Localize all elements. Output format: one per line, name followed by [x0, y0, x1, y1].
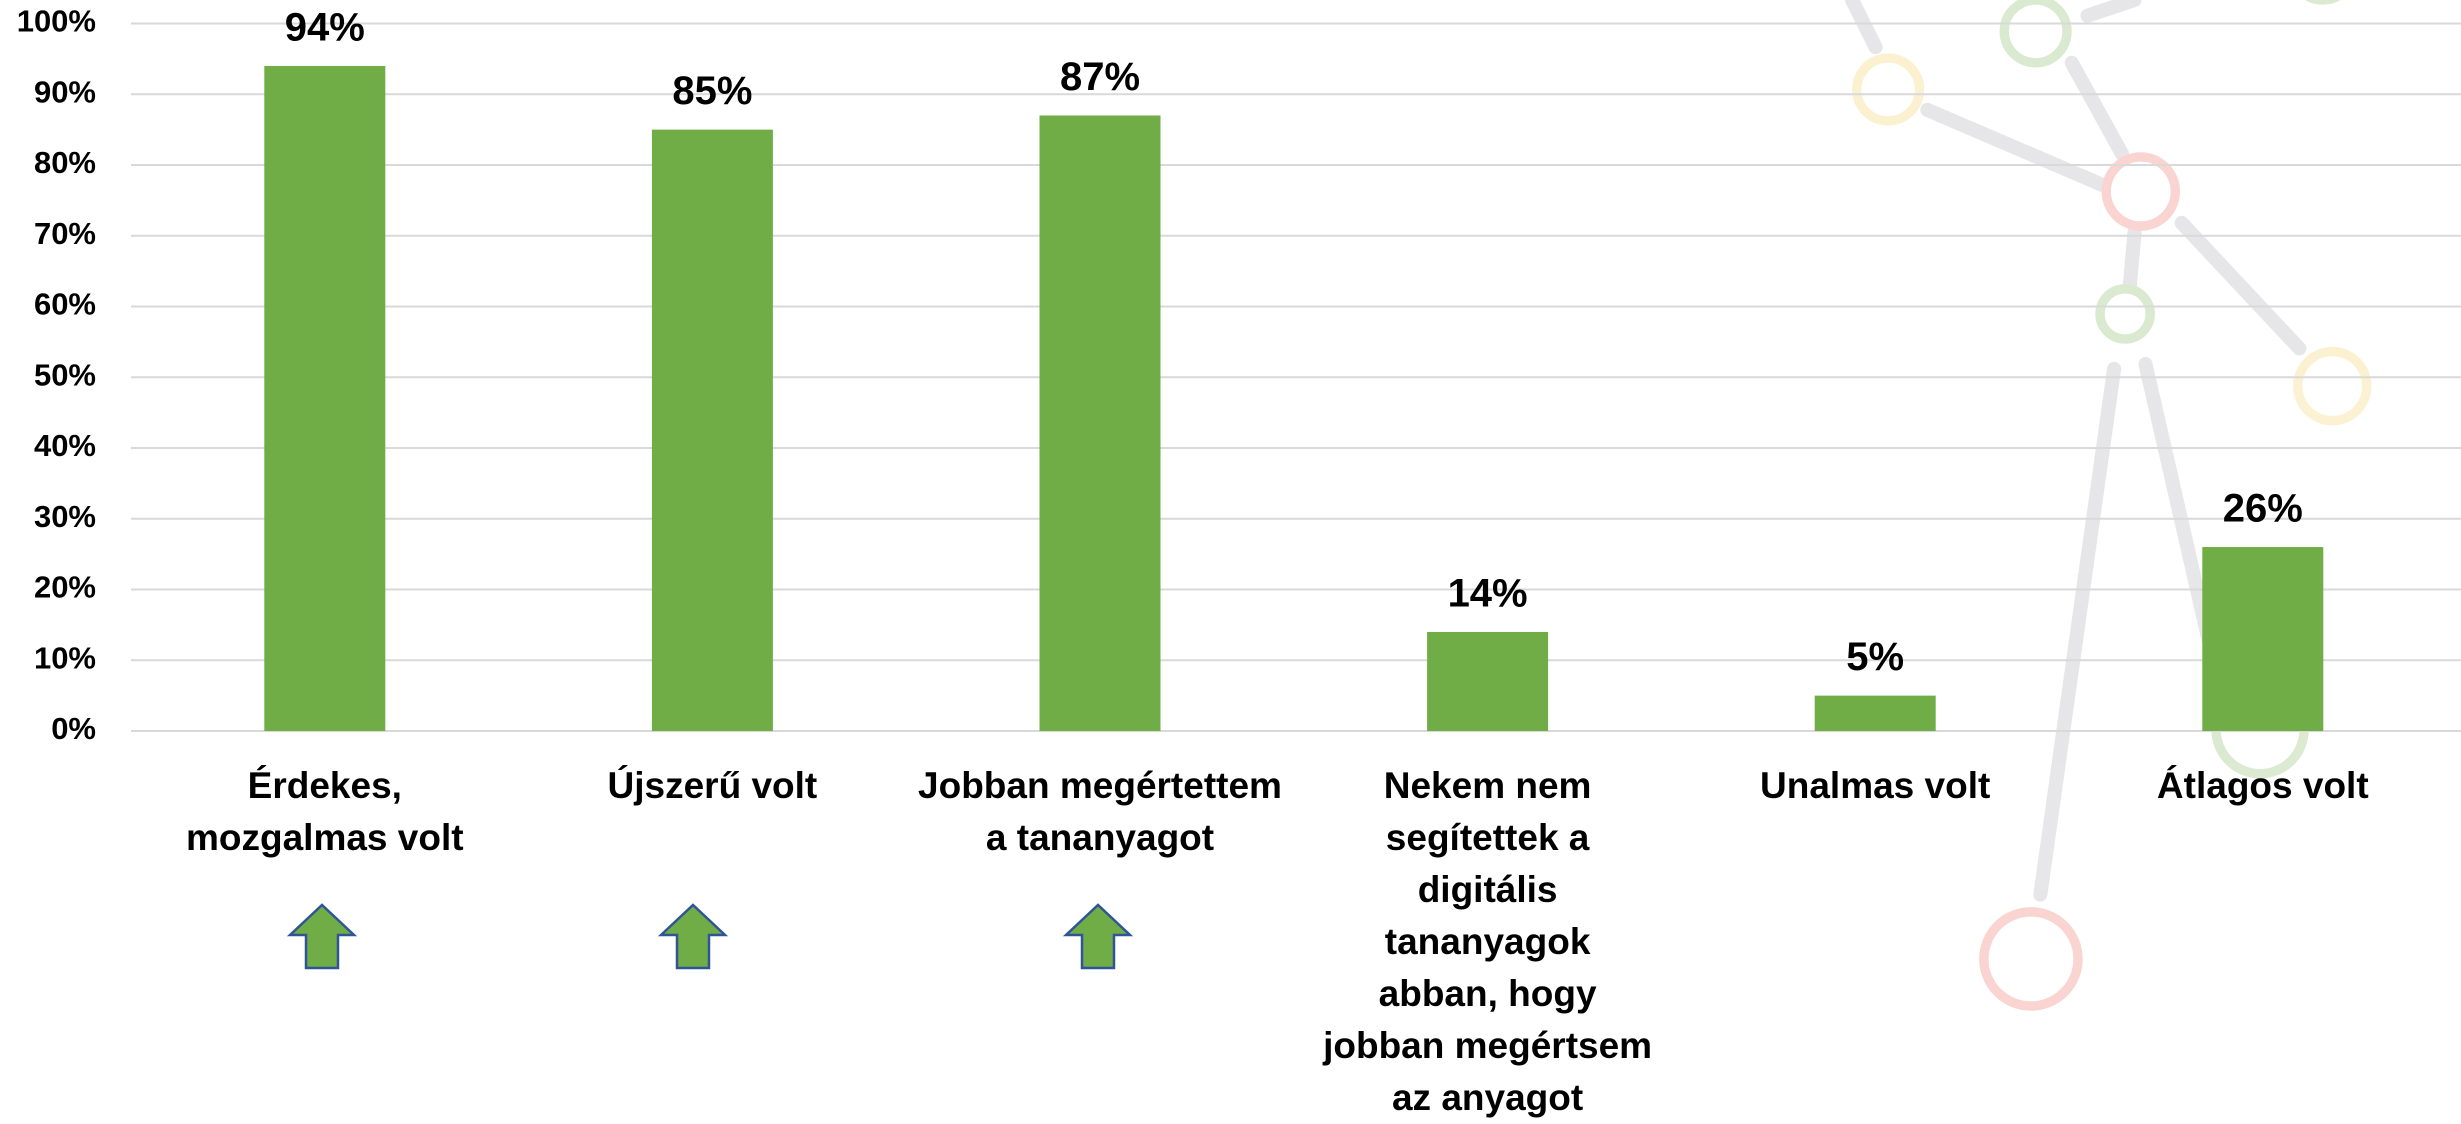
value-label: 26% [2223, 487, 2303, 531]
background-decoration [1844, 0, 2372, 1011]
x-tick-label: Unalmas volt [1760, 765, 1991, 806]
value-label: 87% [1060, 55, 1140, 99]
value-label: 85% [672, 69, 752, 113]
y-tick-label: 10% [34, 640, 96, 675]
bar [651, 129, 773, 731]
y-tick-label: 40% [34, 428, 96, 463]
up-arrow [1062, 903, 1134, 970]
y-tick-label: 80% [34, 145, 96, 180]
x-tick-label: Érdekes, mozgalmas volt [186, 765, 464, 858]
y-tick-label: 50% [34, 357, 96, 392]
up-arrow [286, 903, 358, 970]
y-tick-label: 90% [34, 74, 96, 109]
bar [2202, 547, 2324, 731]
x-tick-label: Nekem nem segítettek a digitális tananya… [1323, 765, 1653, 1118]
x-tick-label: Újszerű volt [607, 765, 818, 806]
y-tick-label: 30% [34, 499, 96, 534]
value-label: 94% [285, 6, 365, 50]
y-tick-label: 20% [34, 570, 96, 605]
bar [1427, 631, 1549, 731]
y-tick-label: 70% [34, 216, 96, 251]
bar [1814, 695, 1936, 731]
page: {"chart_data": {"type": "bar", "categori… [16, 0, 2461, 1118]
up-arrows [286, 903, 1134, 970]
y-tick-label: 60% [34, 287, 96, 322]
x-tick-label: Átlagos volt [2156, 765, 2369, 806]
y-tick-label: 0% [51, 711, 96, 746]
bar [1039, 115, 1161, 732]
up-arrow [657, 903, 729, 970]
value-label: 5% [1846, 635, 1904, 679]
bar [264, 65, 386, 731]
chart: 0% 10% 20% 30% 40% 50% 60% 70% 80% 90% 100% 94% 85% 8… [17, 0, 2461, 1011]
x-tick-label: Jobban megértettem a tananyagot [918, 765, 1282, 858]
y-tick-label: 100% [17, 4, 96, 39]
value-label: 14% [1448, 572, 1528, 616]
